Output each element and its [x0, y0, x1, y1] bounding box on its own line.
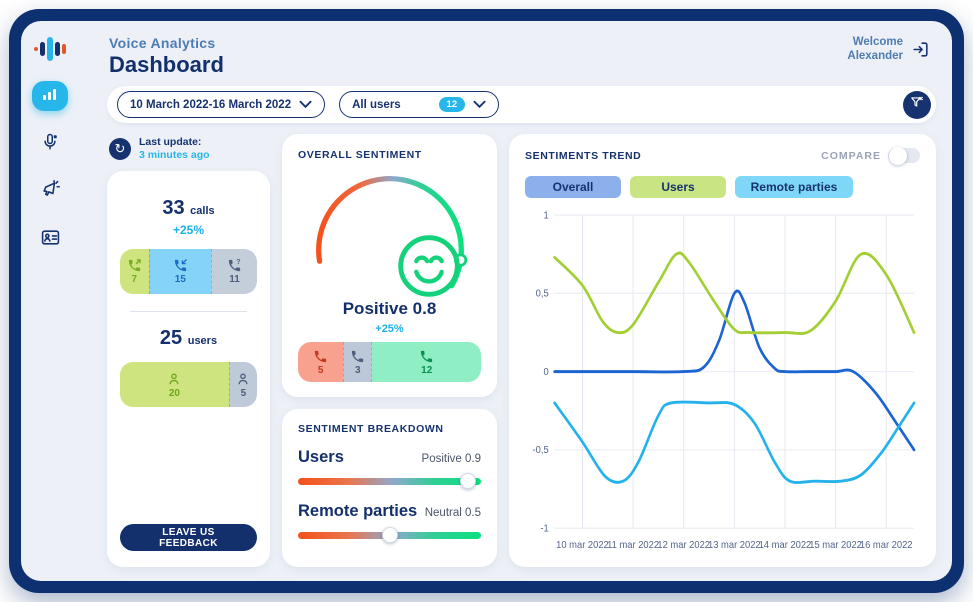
x-tick-label: 14 mar 2022 [759, 540, 812, 552]
calls-breakdown-bar: 7 15? 11 [120, 249, 257, 295]
stats-card: 33 calls +25% 7 15? 11 25 users 20 5 LEAVE … [107, 171, 270, 567]
call-missed-icon: ? [227, 258, 242, 273]
breakdown-row-users: Users Positive 0.9 [298, 448, 481, 489]
calls-total: 33 calls [162, 197, 215, 220]
call-out-icon [127, 258, 142, 273]
overall-sentiment-title: OVERALL SENTIMENT [298, 149, 422, 161]
sentiments-trend-chart: 10 mar 2022 11 mar 2022 12 mar 2022 13 mar … [525, 204, 920, 557]
sidebar-item-recordings[interactable] [32, 129, 68, 159]
divider [130, 311, 247, 313]
x-tick-label: 16 mar 2022 [860, 540, 913, 552]
bar-chart-icon [42, 87, 58, 106]
sentiment-delta: +25% [375, 323, 404, 335]
chevron-down-icon [473, 100, 486, 109]
dashboard-frame: Voice Analytics Dashboard Welcome Alexan… [9, 9, 964, 593]
segment-active-users: 20 [120, 362, 229, 408]
series-line-users [553, 251, 916, 336]
call-in-icon [173, 258, 188, 273]
last-update: ↻ Last update: 3 minutes ago [107, 134, 270, 171]
series-line-remote-parties [553, 400, 916, 484]
svg-text:?: ? [236, 259, 240, 266]
user-icon [166, 371, 182, 387]
sidebar-item-dashboard[interactable] [32, 81, 68, 111]
slider-knob[interactable] [460, 473, 477, 489]
legend-chip-users[interactable]: Users [630, 176, 726, 198]
calls-delta: +25% [172, 223, 205, 238]
segment-incoming-calls: 15 [148, 249, 211, 295]
filter-bar: 10 March 2022-16 March 2022 All users 12 [107, 86, 936, 123]
welcome-message: Welcome Alexander [847, 36, 903, 63]
page-title: Dashboard [109, 52, 224, 77]
topbar: Voice Analytics Dashboard Welcome Alexan… [107, 33, 936, 86]
slider-knob[interactable] [381, 527, 398, 543]
users-dropdown[interactable]: All users 12 [339, 91, 500, 118]
y-tick-label: -0,5 [533, 445, 550, 457]
sentiment-breakdown-title: SENTIMENT BREAKDOWN [298, 423, 444, 435]
x-tick-label: 13 mar 2022 [708, 540, 761, 552]
chart-legend: Overall Users Remote parties [525, 176, 920, 198]
refresh-icon: ↻ [109, 138, 131, 161]
compare-toggle[interactable]: COMPARE [821, 146, 920, 165]
sentiment-breakdown-card: SENTIMENT BREAKDOWN Users Positive 0.9 [282, 409, 497, 567]
filter-funnel-icon [910, 95, 924, 114]
sentiments-trend-card: SENTIMENTS TREND COMPARE Overall Users R… [509, 134, 936, 567]
users-count-badge: 12 [438, 97, 466, 112]
y-tick-label: -1 [540, 523, 549, 535]
sentiment-gauge [299, 169, 481, 297]
id-card-icon [41, 229, 60, 251]
remote-parties-sentiment-slider [298, 527, 481, 543]
sidebar [21, 21, 79, 581]
y-tick-label: 0,5 [536, 288, 549, 300]
call-icon [350, 349, 365, 364]
series-line-overall [553, 289, 916, 452]
sentiments-trend-title: SENTIMENTS TREND [525, 149, 642, 162]
x-tick-label: 15 mar 2022 [809, 540, 862, 552]
legend-chip-overall[interactable]: Overall [525, 176, 621, 198]
toggle-switch[interactable] [888, 146, 920, 165]
logout-icon[interactable] [911, 40, 930, 59]
user-icon [235, 371, 251, 387]
y-tick-label: 0 [543, 366, 549, 378]
call-icon [419, 349, 434, 364]
x-tick-label: 12 mar 2022 [657, 540, 710, 552]
legend-chip-remote-parties[interactable]: Remote parties [735, 176, 853, 198]
leave-feedback-button[interactable]: LEAVE US FEEDBACK [120, 524, 257, 551]
segment-inactive-users: 5 [228, 362, 257, 408]
x-tick-label: 11 mar 2022 [607, 540, 659, 552]
voice-logo-icon [34, 35, 66, 63]
sentiment-calls-bar: 5 3 12 [298, 342, 481, 382]
sidebar-item-contacts[interactable] [32, 225, 68, 255]
brand-name: Voice Analytics [109, 35, 216, 51]
segment-missed-calls: ? 11 [211, 249, 257, 295]
users-sentiment-slider [298, 473, 481, 489]
users-total: 25 users [159, 327, 218, 350]
segment-neutral-calls: 3 [343, 342, 372, 382]
sidebar-item-announcements[interactable] [32, 177, 68, 207]
microphone-icon [41, 132, 59, 157]
y-tick-label: 1 [543, 210, 549, 222]
overall-sentiment-card: OVERALL SENTIMENT [282, 134, 497, 397]
date-range-dropdown[interactable]: 10 March 2022-16 March 2022 [117, 91, 326, 118]
x-tick-label: 10 mar 2022 [556, 540, 609, 552]
segment-positive-calls: 12 [371, 342, 481, 382]
users-breakdown-bar: 20 5 [120, 362, 257, 408]
megaphone-icon [41, 180, 60, 204]
breakdown-row-remote-parties: Remote parties Neutral 0.5 [298, 502, 481, 543]
clear-filters-button[interactable] [903, 90, 931, 119]
chevron-down-icon [299, 100, 312, 109]
sentiment-score: Positive 0.8 [342, 299, 437, 318]
segment-negative-calls: 5 [298, 342, 344, 382]
segment-outgoing-calls: 7 [120, 249, 149, 295]
call-icon [313, 349, 328, 364]
